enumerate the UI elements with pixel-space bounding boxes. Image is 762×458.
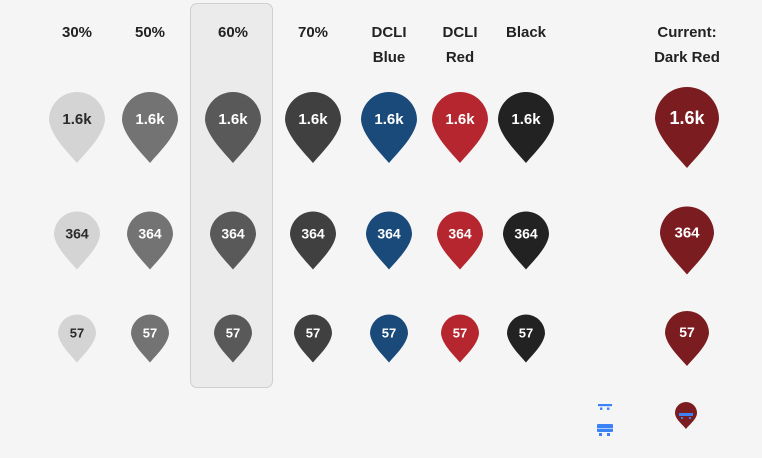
column-header-black: Black [506,20,546,45]
pin-shape [665,311,709,366]
column-header-dcli-red: DCLI Red [443,20,478,70]
column-header-line1: 50% [134,24,166,41]
pin-count-label: 1.6k [445,110,475,128]
pin-shape [655,87,719,168]
column-header-line1: DCLI [371,24,407,41]
pin-count-label: 364 [301,225,325,242]
pin-count-label: 1.6k [374,110,404,128]
column-header-line1: 70% [297,24,329,41]
pin-count-label: 364 [674,224,700,242]
map-pin-current-dark-red-row2: 364 [660,206,714,276]
pin-shape [127,211,173,270]
map-pin-dcli-blue-row1: 1.6k [361,92,417,164]
pin-shape [660,206,714,275]
pin-shape [432,92,488,163]
column-header-line1: Black [505,24,547,41]
map-pin-70-row3: 57 [294,314,332,364]
pin-count-label: 57 [69,325,85,341]
pin-count-label: 57 [518,325,534,341]
pin-shape [54,211,100,270]
column-header-current-dark-red: Current: Dark Red [654,20,720,70]
map-pin-70-row2: 364 [290,211,336,271]
pin-count-label: 57 [225,325,241,341]
map-pin-30-row3: 57 [58,314,96,364]
column-header-line2: Dark Red [654,49,720,66]
map-pin-60-row1: 1.6k [205,92,261,164]
pin-count-label: 57 [305,325,321,341]
pin-shape [285,92,341,163]
pin-count-label: 57 [679,324,695,341]
pin-shape [498,92,554,163]
pin-count-label: 1.6k [218,110,248,128]
marker-with-truck-icon [675,402,697,435]
pin-count-label: 1.6k [135,110,165,128]
pin-shape [58,314,96,363]
map-pin-current-dark-red-row3: 57 [665,311,709,367]
column-header-60: 60% [218,20,248,45]
pin-shape [366,211,412,270]
pin-shape [122,92,178,163]
map-pin-dcli-red-row1: 1.6k [432,92,488,164]
truck-icon-small [598,397,612,415]
pin-shape [507,314,545,363]
pin-shape [361,92,417,163]
pin-count-label: 1.6k [298,110,328,128]
column-header-line2: Blue [372,49,406,66]
map-pin-50-row1: 1.6k [122,92,178,164]
truck-icon [597,424,613,442]
pin-count-label: 57 [142,325,158,341]
pin-shape [370,314,408,363]
column-header-dcli-blue: DCLI Blue [372,20,407,70]
map-pin-70-row1: 1.6k [285,92,341,164]
map-pin-30-row2: 364 [54,211,100,271]
column-header-70: 70% [298,20,328,45]
column-header-50: 50% [135,20,165,45]
column-header-30: 30% [62,20,92,45]
column-header-line1: Current: [657,24,717,41]
map-pin-50-row2: 364 [127,211,173,271]
column-header-line1: 60% [217,24,249,41]
map-pin-dcli-blue-row2: 364 [366,211,412,271]
pin-shape [210,211,256,270]
pin-shape [290,211,336,270]
map-pin-30-row1: 1.6k [49,92,105,164]
pin-shape [214,314,252,363]
map-pin-60-row2: 364 [210,211,256,271]
pin-shape [294,314,332,363]
map-pin-black-row2: 364 [503,211,549,271]
pin-count-label: 1.6k [669,107,705,128]
map-pin-black-row1: 1.6k [498,92,554,164]
pin-count-label: 364 [514,225,538,242]
map-pin-dcli-blue-row3: 57 [370,314,408,364]
pin-shape [503,211,549,270]
pin-count-label: 364 [65,225,89,242]
column-header-line1: 30% [61,24,93,41]
map-pin-current-dark-red-row1: 1.6k [655,87,719,169]
map-pin-dcli-red-row3: 57 [441,314,479,364]
map-pin-60-row3: 57 [214,314,252,364]
pin-shape [441,314,479,363]
pin-count-label: 57 [381,325,397,341]
pin-count-label: 364 [138,225,162,242]
pin-count-label: 364 [377,225,401,242]
pin-shape [131,314,169,363]
map-pin-50-row3: 57 [131,314,169,364]
map-pin-dcli-red-row2: 364 [437,211,483,271]
pin-shape [205,92,261,163]
pin-count-label: 1.6k [62,110,92,128]
pin-shape [437,211,483,270]
pin-count-label: 364 [221,225,245,242]
column-header-line1: DCLI [442,24,478,41]
map-pin-black-row3: 57 [507,314,545,364]
pin-count-label: 364 [448,225,472,242]
pin-shape [49,92,105,163]
pin-count-label: 1.6k [511,110,541,128]
column-header-line2: Red [445,49,475,66]
pin-count-label: 57 [452,325,468,341]
